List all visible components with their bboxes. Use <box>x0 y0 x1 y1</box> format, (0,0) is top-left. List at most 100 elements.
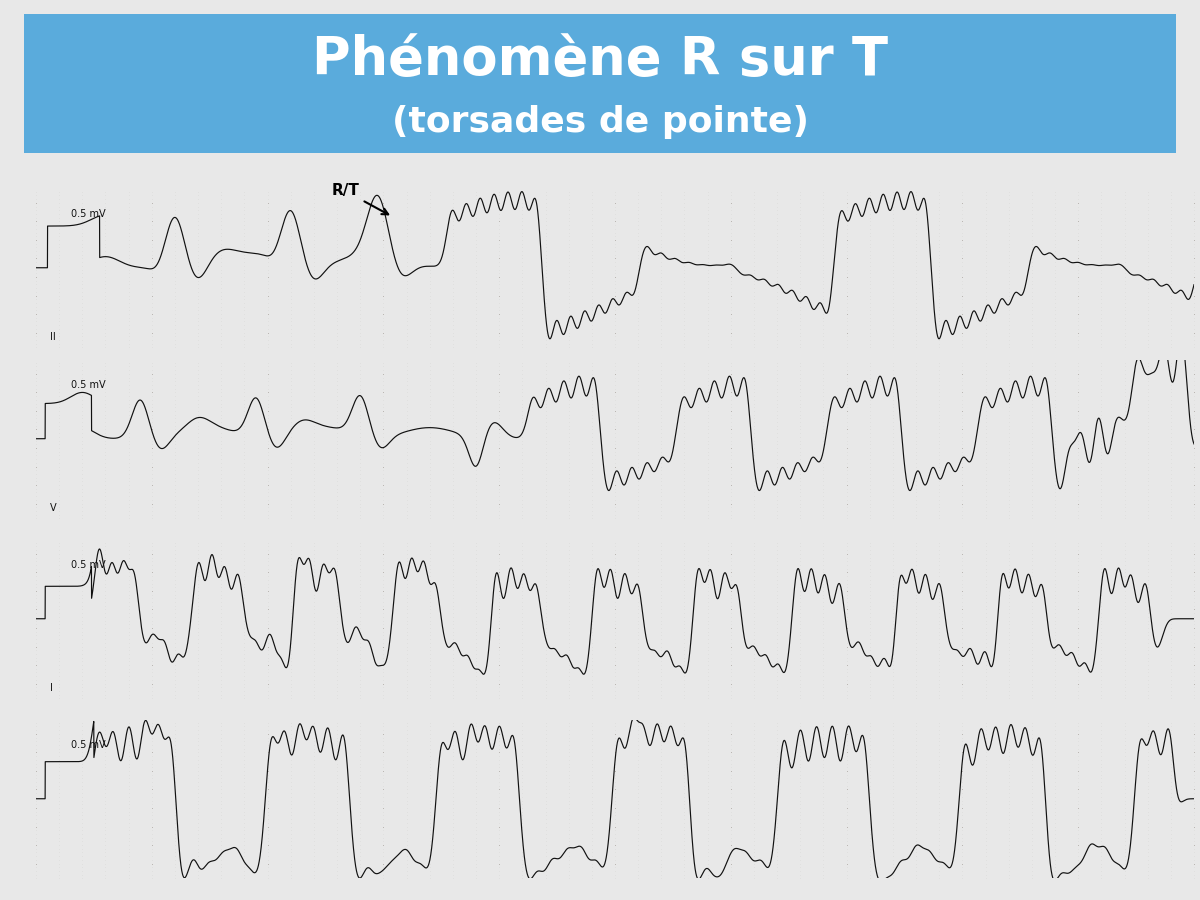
Point <box>188 625 208 639</box>
Point <box>606 515 625 529</box>
Point <box>49 857 68 871</box>
Point <box>1022 794 1042 808</box>
Point <box>512 614 532 628</box>
Point <box>674 654 694 669</box>
Point <box>768 688 787 702</box>
Point <box>652 314 671 328</box>
Point <box>258 441 277 455</box>
Point <box>96 831 115 845</box>
Point <box>1045 875 1064 889</box>
Point <box>166 632 185 646</box>
Point <box>883 459 902 473</box>
Point <box>467 684 486 698</box>
Point <box>1069 569 1088 583</box>
Point <box>674 303 694 318</box>
Point <box>674 635 694 650</box>
Point <box>1092 233 1111 248</box>
Point <box>305 723 324 737</box>
Point <box>374 569 394 583</box>
Point <box>119 237 138 251</box>
Point <box>281 677 300 691</box>
Point <box>96 396 115 410</box>
Point <box>791 497 810 511</box>
Point <box>674 448 694 463</box>
Point <box>166 352 185 366</box>
Point <box>559 606 578 620</box>
Point <box>1069 415 1088 429</box>
Point <box>814 459 833 473</box>
Point <box>930 263 949 277</box>
Point <box>652 719 671 733</box>
Point <box>698 296 718 310</box>
Point <box>606 801 625 815</box>
Point <box>96 195 115 210</box>
Point <box>281 572 300 587</box>
Point <box>674 691 694 706</box>
Point <box>629 808 648 823</box>
Point <box>443 374 462 389</box>
Point <box>305 348 324 363</box>
Point <box>953 606 972 620</box>
Point <box>953 591 972 606</box>
Point <box>930 184 949 199</box>
Point <box>721 794 740 808</box>
Point <box>791 359 810 374</box>
Point <box>143 595 162 609</box>
Point <box>350 333 370 347</box>
Point <box>443 554 462 569</box>
Point <box>374 203 394 218</box>
Point <box>374 677 394 691</box>
Point <box>258 352 277 366</box>
Point <box>420 815 439 830</box>
Point <box>791 688 810 702</box>
Point <box>652 808 671 823</box>
Point <box>328 400 347 414</box>
Point <box>512 318 532 332</box>
Point <box>328 221 347 236</box>
Point <box>512 823 532 837</box>
Point <box>629 426 648 440</box>
Point <box>629 864 648 878</box>
Point <box>976 229 995 243</box>
Point <box>976 321 995 336</box>
Point <box>26 214 46 229</box>
Point <box>328 554 347 569</box>
Point <box>652 225 671 239</box>
Point <box>258 378 277 392</box>
Point <box>512 621 532 635</box>
Point <box>397 296 416 310</box>
Point <box>768 617 787 632</box>
Point <box>629 708 648 723</box>
Point <box>188 658 208 672</box>
Point <box>467 251 486 266</box>
Point <box>119 691 138 706</box>
Point <box>397 258 416 273</box>
Point <box>188 584 208 598</box>
Point <box>838 716 857 730</box>
Point <box>953 654 972 669</box>
Point <box>420 752 439 767</box>
Point <box>73 584 92 598</box>
Point <box>652 742 671 756</box>
Point <box>744 363 763 377</box>
Point <box>838 643 857 657</box>
Point <box>606 823 625 837</box>
Point <box>420 691 439 706</box>
Point <box>674 831 694 845</box>
Point <box>467 554 486 569</box>
Point <box>1092 716 1111 730</box>
Point <box>606 875 625 889</box>
Point <box>305 371 324 385</box>
Point <box>211 333 230 347</box>
Point <box>606 511 625 526</box>
Point <box>328 834 347 849</box>
Point <box>814 731 833 745</box>
Point <box>96 662 115 676</box>
Point <box>1069 195 1088 210</box>
Point <box>328 429 347 444</box>
Point <box>906 580 925 594</box>
Point <box>166 184 185 199</box>
Point <box>328 188 347 202</box>
Point <box>1092 340 1111 355</box>
Point <box>374 838 394 852</box>
